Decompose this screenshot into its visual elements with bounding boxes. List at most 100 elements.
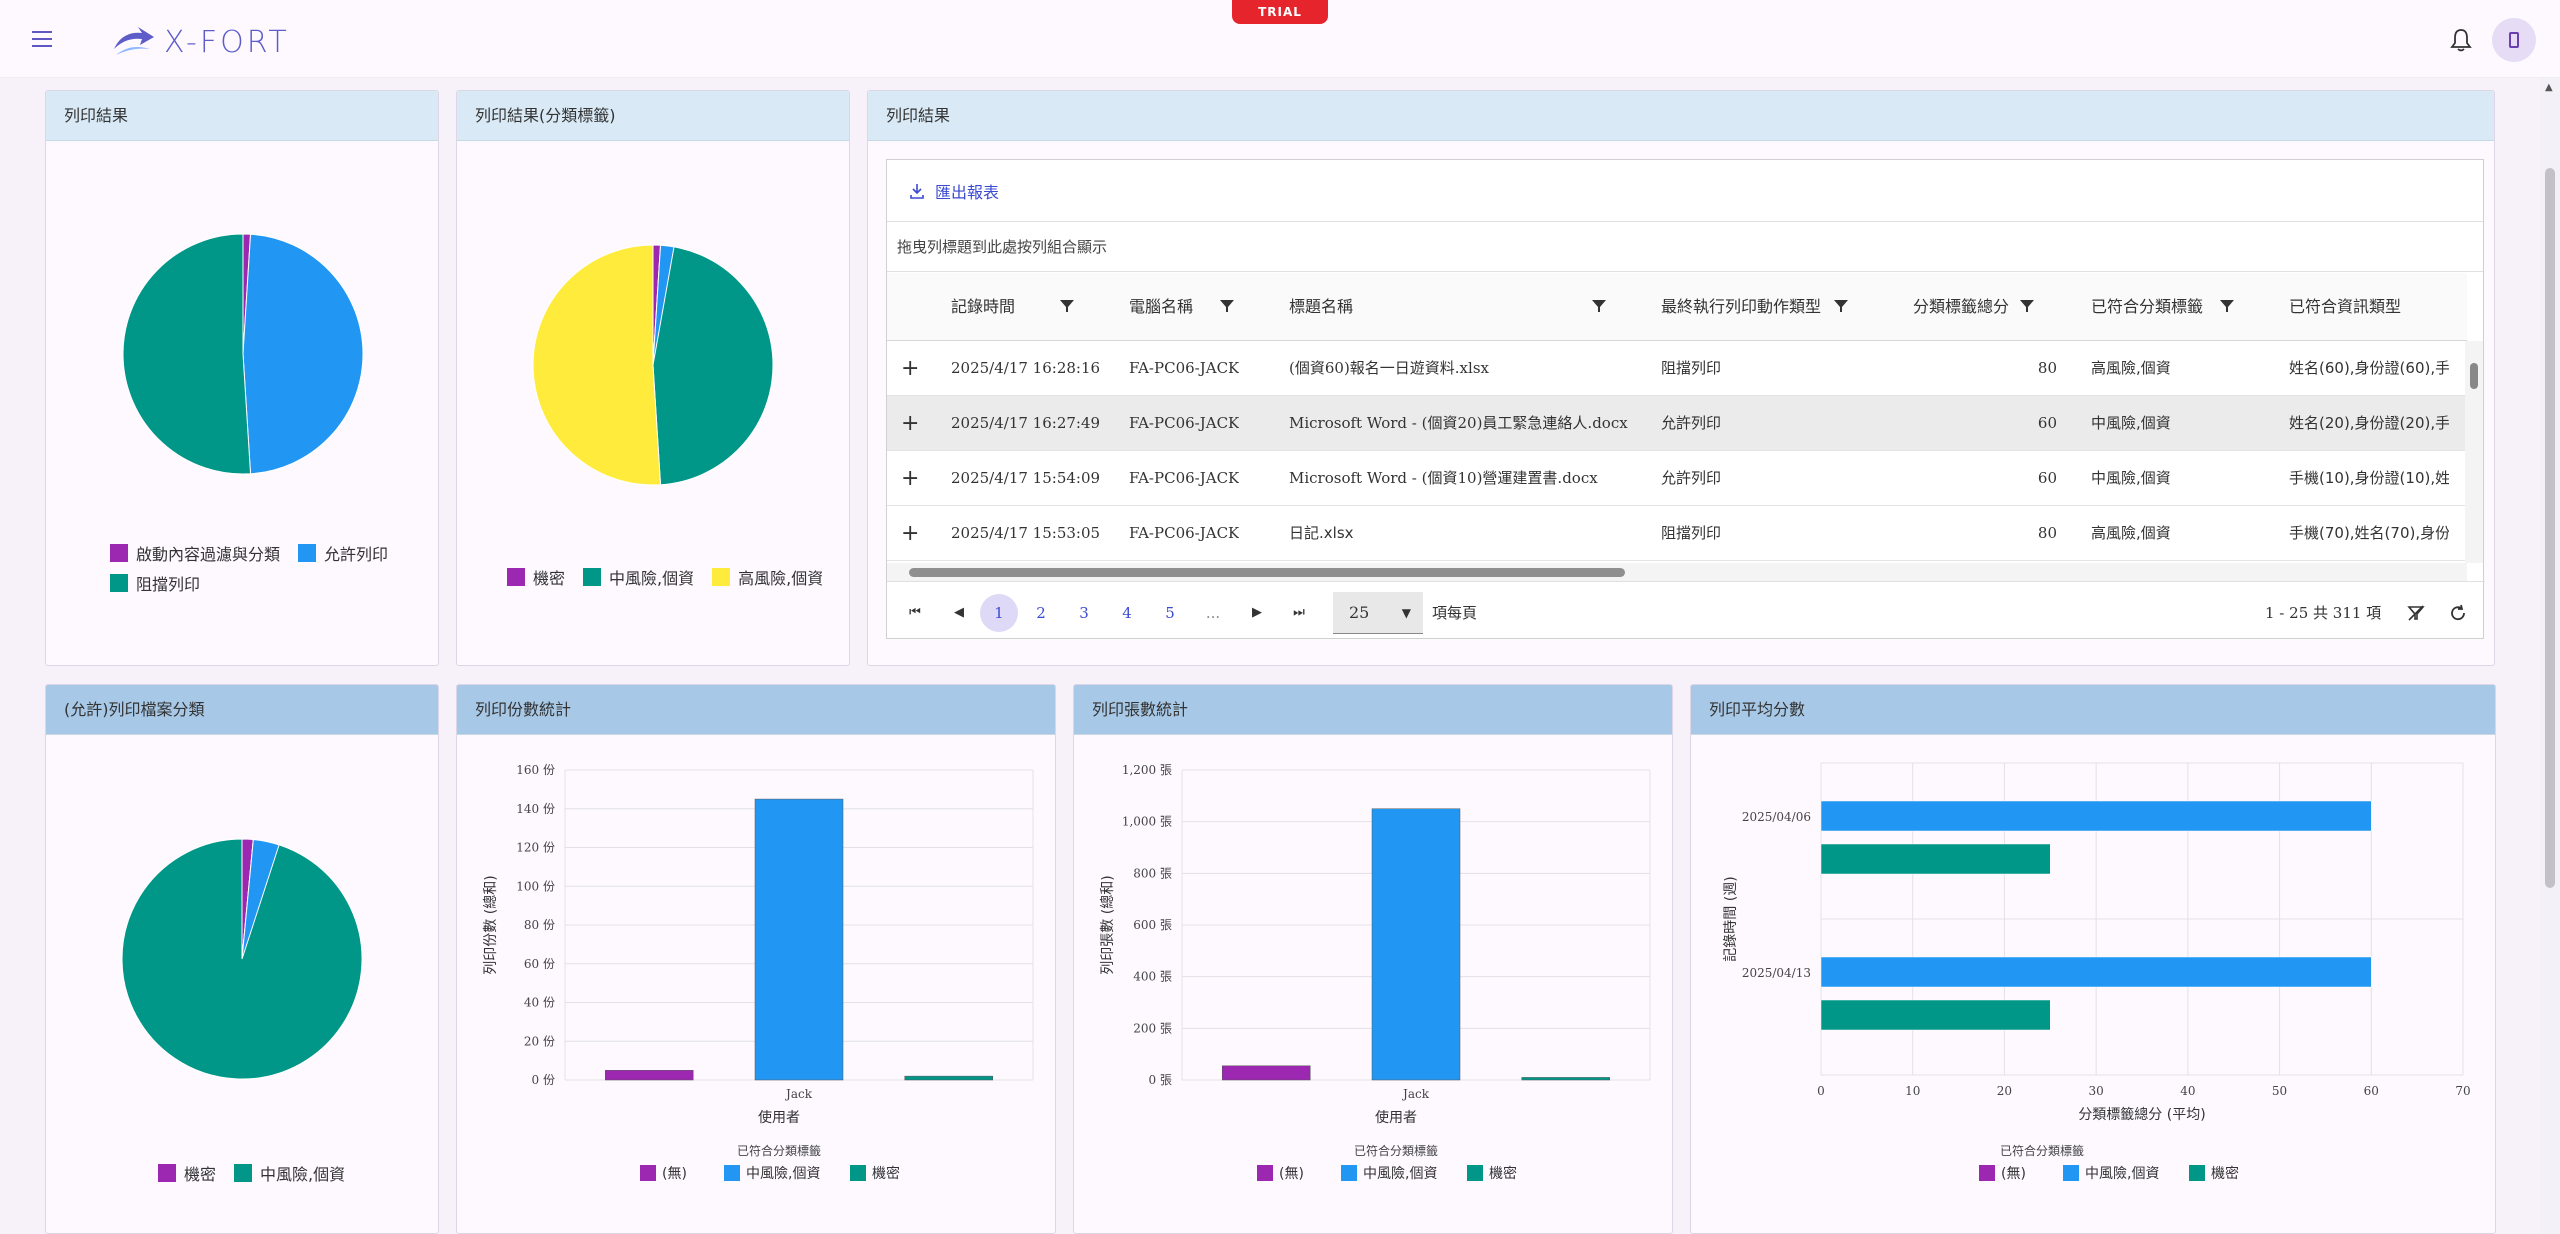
- grid-horizontal-scrollbar[interactable]: [887, 563, 2467, 581]
- legend-item[interactable]: 啟動內容過濾與分類: [110, 541, 280, 565]
- legend-swatch: [640, 1165, 656, 1181]
- legend-label[interactable]: 機密: [872, 1165, 900, 1182]
- bar[interactable]: [1820, 956, 2372, 988]
- filter-icon[interactable]: [1059, 298, 1075, 314]
- column-header[interactable]: 分類標籤總分: [1913, 297, 2010, 316]
- page-button[interactable]: 3: [1079, 604, 1089, 622]
- clear-filter-icon[interactable]: [2407, 604, 2425, 622]
- bell-icon[interactable]: [2450, 28, 2472, 52]
- pie-slice[interactable]: [242, 233, 364, 475]
- legend-label[interactable]: 中風險,個資: [1363, 1166, 1437, 1182]
- legend-item[interactable]: 中風險,個資: [234, 1161, 345, 1185]
- expand-row-button[interactable]: +: [901, 356, 920, 381]
- y-tick-label: 120 份: [516, 841, 555, 855]
- y-axis-title: 記錄時間 (週): [1722, 876, 1739, 961]
- column-header[interactable]: 最終執行列印動作類型: [1661, 297, 1822, 316]
- legend-item[interactable]: 中風險,個資: [583, 565, 694, 589]
- legend-item[interactable]: 允許列印: [298, 541, 388, 565]
- page-button[interactable]: 5: [1165, 604, 1175, 622]
- column-header[interactable]: 記錄時間: [951, 297, 1016, 316]
- expand-row-button[interactable]: +: [901, 411, 920, 436]
- pie-slice[interactable]: [652, 244, 675, 366]
- filter-icon[interactable]: [2219, 298, 2235, 314]
- x-tick-label: 70: [2455, 1084, 2470, 1098]
- x-tick-label: Jack: [1401, 1087, 1430, 1101]
- legend-label[interactable]: (無): [1279, 1166, 1304, 1182]
- bar[interactable]: [604, 1070, 694, 1081]
- legend-label[interactable]: 機密: [1489, 1165, 1517, 1182]
- menu-icon[interactable]: [30, 27, 60, 51]
- next-page-button[interactable]: ▶: [1252, 605, 1262, 620]
- grid-toolbar: 匯出報表: [887, 160, 2483, 222]
- page-size-select[interactable]: 25 ▼: [1333, 592, 1423, 634]
- legend-swatch: [850, 1165, 866, 1181]
- table-row[interactable]: + 2025/4/17 15:54:09 FA-PC06-JACK Micros…: [887, 451, 2467, 506]
- expand-row-button[interactable]: +: [901, 466, 920, 491]
- panel-title: 列印平均分數: [1691, 685, 2495, 735]
- legend-label[interactable]: 中風險,個資: [746, 1166, 820, 1182]
- first-page-button[interactable]: ⏮: [909, 605, 921, 620]
- logo[interactable]: X-FORT: [112, 22, 290, 62]
- refresh-icon[interactable]: [2449, 604, 2467, 622]
- bar[interactable]: [754, 798, 844, 1081]
- print-result-tag-pie-panel: 列印結果(分類標籤) 機密 中風險,個資 高風險,個資: [456, 90, 850, 666]
- bar[interactable]: [1371, 808, 1461, 1081]
- pie-slice[interactable]: [122, 233, 252, 475]
- legend-swatch: [724, 1165, 740, 1181]
- last-page-button[interactable]: ⏭: [1293, 605, 1305, 620]
- column-header[interactable]: 已符合資訊類型: [2289, 297, 2402, 316]
- x-tick-label: 40: [2180, 1084, 2195, 1098]
- panel-title: 列印張數統計: [1074, 685, 1672, 735]
- table-cell: 2025/4/17 15:53:05: [951, 524, 1101, 542]
- grid-vertical-scrollbar[interactable]: [2465, 341, 2483, 563]
- legend-label[interactable]: (無): [662, 1166, 687, 1182]
- legend-label[interactable]: 中風險,個資: [2085, 1166, 2159, 1182]
- filter-icon[interactable]: [2019, 298, 2035, 314]
- table-cell: 2025/4/17 16:28:16: [951, 359, 1101, 377]
- bar[interactable]: [904, 1075, 994, 1081]
- chart-legend: 機密 中風險,個資 高風險,個資: [507, 565, 847, 595]
- user-icon[interactable]: [2492, 18, 2536, 62]
- print-pages-bar-chart: 0 張 200 張 400 張 600 張 800 張 1,000 張 1,200 張 Jac…: [1099, 763, 1651, 1182]
- page-button[interactable]: 4: [1122, 604, 1132, 622]
- page-scrollbar[interactable]: ▲: [2540, 78, 2560, 1234]
- expand-row-button[interactable]: +: [901, 521, 920, 546]
- group-drop-area[interactable]: 拖曳列標題到此處按列組合顯示: [887, 222, 2483, 272]
- bar[interactable]: [1820, 999, 2051, 1031]
- page-button[interactable]: 1: [980, 594, 1018, 632]
- y-tick-label: 400 張: [1133, 970, 1172, 984]
- bar[interactable]: [1820, 843, 2051, 875]
- prev-page-button[interactable]: ◀: [954, 605, 964, 620]
- panel-title: 列印份數統計: [457, 685, 1055, 735]
- table-row[interactable]: + 2025/4/17 16:27:49 FA-PC06-JACK Micros…: [887, 396, 2467, 451]
- panel-title: 列印結果: [868, 91, 2494, 141]
- x-tick-label: Jack: [784, 1087, 813, 1101]
- pie-slice[interactable]: [241, 838, 280, 960]
- filter-icon[interactable]: [1591, 298, 1607, 314]
- pie-slice[interactable]: [652, 244, 774, 486]
- pie-slice[interactable]: [532, 244, 662, 486]
- table-row[interactable]: + 2025/4/17 16:28:16 FA-PC06-JACK (個資60)…: [887, 341, 2467, 396]
- y-tick-label: 0 張: [1149, 1073, 1172, 1087]
- bar[interactable]: [1221, 1065, 1311, 1081]
- grid-header: 記錄時間 電腦名稱 標題名稱 最終執行列印動作類型 分類標籤總分 已符合分類標籤…: [887, 273, 2467, 341]
- table-row[interactable]: + 2025/4/17 15:53:05 FA-PC06-JACK 日記.xls…: [887, 506, 2467, 561]
- export-report-button[interactable]: 匯出報表: [909, 179, 999, 203]
- page-button[interactable]: 2: [1036, 604, 1046, 622]
- legend-label[interactable]: 機密: [2211, 1165, 2239, 1182]
- page-button[interactable]: ...: [1205, 604, 1221, 622]
- legend-item[interactable]: 高風險,個資: [712, 565, 823, 589]
- legend-item[interactable]: 機密: [158, 1161, 216, 1185]
- legend-item[interactable]: 機密: [507, 565, 565, 589]
- column-header[interactable]: 已符合分類標籤: [2091, 297, 2204, 316]
- filter-icon[interactable]: [1833, 298, 1849, 314]
- table-cell: 2025/4/17 15:54:09: [951, 469, 1101, 487]
- filter-icon[interactable]: [1219, 298, 1235, 314]
- bar[interactable]: [1820, 800, 2372, 832]
- legend-item[interactable]: 阻擋列印: [110, 571, 200, 595]
- column-header[interactable]: 電腦名稱: [1129, 297, 1194, 316]
- bar[interactable]: [1521, 1077, 1611, 1081]
- legend-label[interactable]: (無): [2001, 1166, 2026, 1182]
- column-header[interactable]: 標題名稱: [1289, 297, 1354, 316]
- table-cell: 60: [2037, 414, 2057, 432]
